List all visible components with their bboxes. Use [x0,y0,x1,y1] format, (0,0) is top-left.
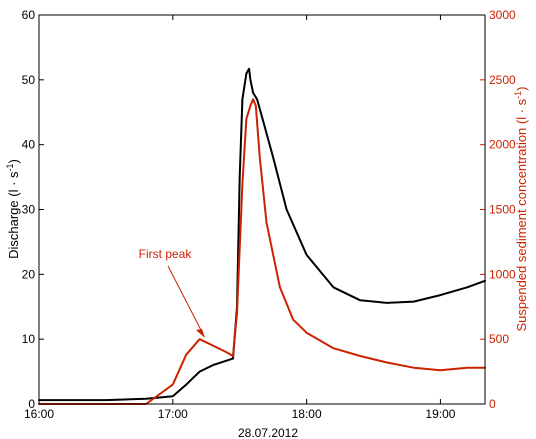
series-layer [38,67,486,405]
right-axis-label: Suspended sediment concentration (l · s-… [513,86,529,331]
left-axis-label-text: Discharge (l · s [6,171,21,259]
left-tick-label: 50 [22,73,36,87]
right-tick-label: 2500 [489,73,516,87]
annotation-label: First peak [139,247,193,261]
left-tick-label: 20 [22,267,36,281]
left-tick-label: 40 [22,138,36,152]
frame-layer [38,14,486,405]
x-axis-label: 28.07.2012 [238,426,298,439]
annotation-first-peak: First peak [139,247,205,338]
series-line-sediment [38,98,486,405]
right-axis-label-text: Suspended sediment concentration (l · s [514,98,529,331]
left-tick-label: 10 [22,332,36,346]
left-tick-label: 60 [22,8,36,22]
right-axis-label-sup: -1 [513,91,523,99]
right-tick-label: 1000 [489,267,516,281]
left-axis-label-sup: -1 [5,163,15,171]
right-tick-label: 0 [489,397,496,411]
left-axis-label: Discharge (l · s-1) [5,159,21,259]
right-tick-label: 2000 [489,138,516,152]
x-tick-label: 16:00 [24,407,54,421]
right-axis-label-tail: ) [514,86,529,90]
left-axis-label-tail: ) [6,159,21,163]
right-tick-label: 3000 [489,8,516,22]
x-tick-label: 19:00 [425,407,455,421]
left-tick-label: 30 [22,203,36,217]
x-tick-label: 17:00 [158,407,188,421]
ticks-layer: 16:00 17:00 18:00 19:00 0 10 20 30 40 50 60 0 500 100… [22,8,516,421]
left-tick-label: 0 [28,397,35,411]
plot-frame [38,14,486,405]
right-tick-label: 1500 [489,203,516,217]
series-line-discharge [38,67,486,402]
annotation-arrow-line [167,265,204,335]
right-tick-label: 500 [489,332,509,346]
x-tick-label: 18:00 [292,407,322,421]
annotation-arrow-head [196,329,205,338]
